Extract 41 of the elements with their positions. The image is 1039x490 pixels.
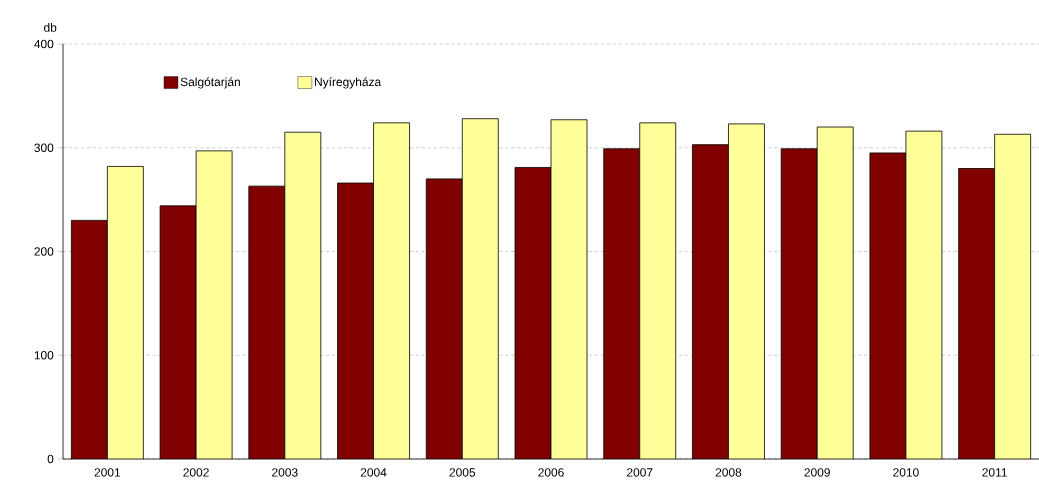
bar [284, 132, 321, 459]
bar [781, 148, 818, 459]
y-tick-label: 400 [34, 39, 54, 49]
bar [373, 122, 410, 459]
bar [994, 133, 1032, 459]
bar [817, 127, 854, 459]
bar [958, 168, 996, 459]
x-tick-label: 2003 [272, 468, 298, 477]
bar [426, 178, 463, 459]
x-tick-label: 2008 [715, 468, 742, 477]
x-tick-label: 2010 [893, 468, 919, 477]
bar [515, 167, 551, 459]
y-tick-label: 100 [34, 351, 54, 360]
bar [160, 205, 197, 459]
x-tick-label: 2005 [449, 468, 476, 477]
x-tick-label: 2009 [804, 468, 830, 477]
y-tick-label: 300 [34, 143, 54, 152]
x-tick-label: 2001 [94, 468, 121, 477]
bar [337, 183, 374, 459]
bar [905, 131, 942, 459]
x-tick-label: 2004 [360, 468, 387, 477]
bar [869, 152, 906, 459]
y-axis-title: db [44, 23, 57, 32]
x-tick-label: 2011 [982, 468, 1007, 477]
x-tick-label: 2006 [538, 468, 564, 477]
legend-label: Salgótarján [180, 77, 240, 89]
bar [728, 123, 765, 459]
y-tick-label: 0 [47, 454, 54, 464]
bar [71, 220, 108, 459]
x-tick-label: 2002 [183, 468, 209, 477]
bar [462, 118, 499, 459]
bar [692, 144, 729, 459]
bar [639, 122, 676, 459]
bar [551, 119, 588, 459]
bar [107, 166, 144, 459]
bar [196, 150, 233, 459]
bar [603, 148, 640, 459]
bar [248, 186, 285, 459]
legend-label: Nyíregyháza [315, 77, 382, 89]
y-tick-label: 200 [34, 247, 54, 256]
x-tick-label: 2007 [627, 468, 653, 477]
